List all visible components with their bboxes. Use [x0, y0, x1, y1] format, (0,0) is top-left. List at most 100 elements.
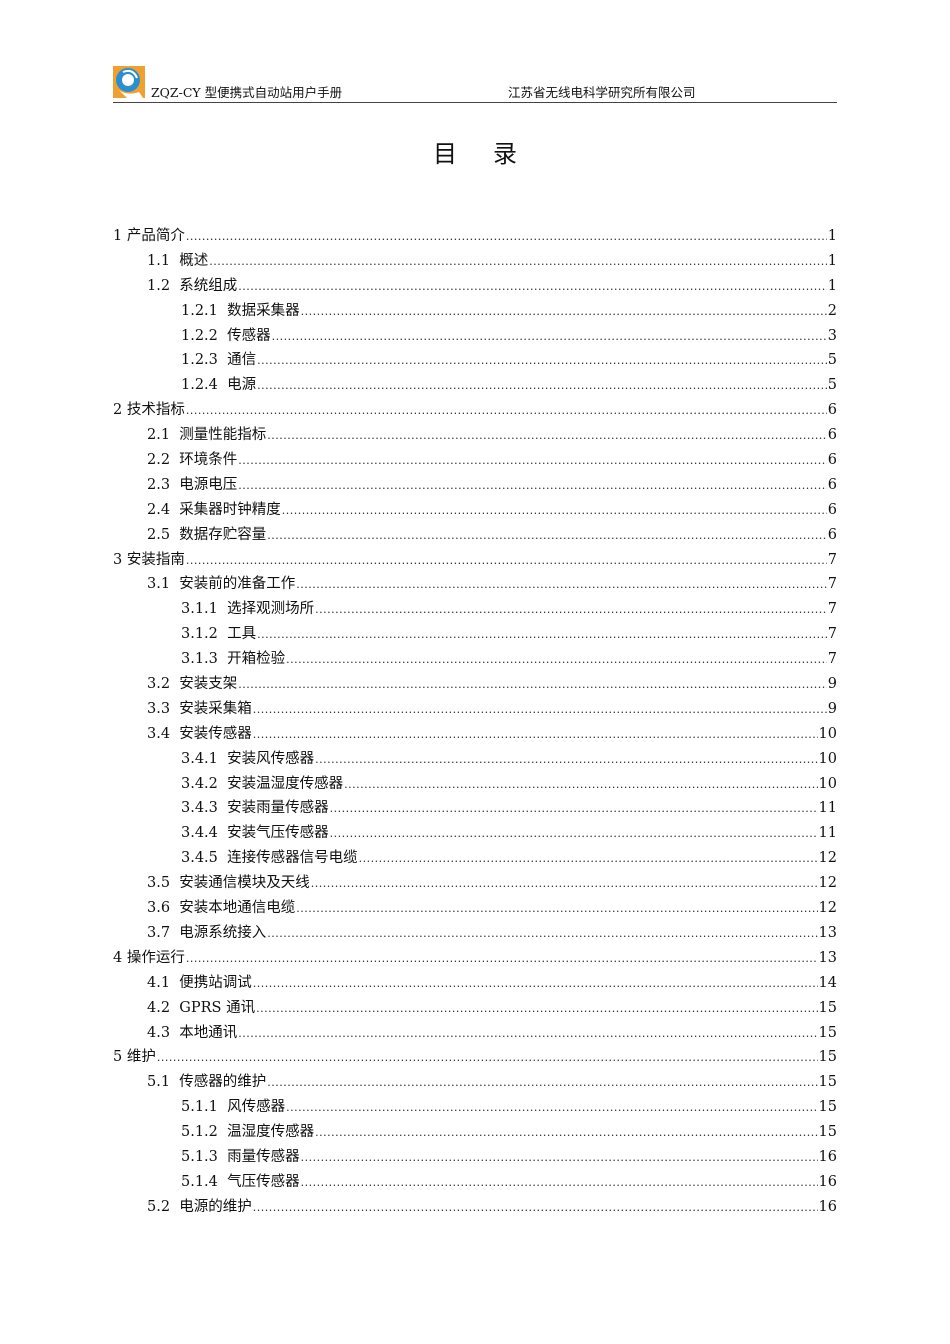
toc-entry-label: 安装指南 [126, 551, 185, 568]
toc-entry[interactable]: 3.4.3 安装雨量传感器 11 [113, 798, 837, 823]
toc-entry-page: 6 [827, 452, 837, 469]
toc-entry-number: 4 [113, 949, 123, 966]
toc-entry-spacer [170, 574, 179, 594]
toc-entry-number: 3.4.4 [181, 825, 218, 842]
toc-entry-number: 3.6 [147, 900, 171, 917]
toc-entry-page: 15 [818, 1049, 837, 1066]
toc-entry-spacer [170, 1072, 179, 1092]
toc-entry[interactable]: 1.2 系统组成 1 [113, 276, 837, 301]
toc-entry-number: 1.2 [147, 277, 171, 294]
toc-entry-number: 3.3 [147, 700, 171, 717]
toc-entry[interactable]: 2.5 数据存贮容量 6 [113, 525, 837, 550]
toc-entry-label: 本地通讯 [179, 1024, 238, 1041]
toc-entry-label: 电源系统接入 [179, 924, 267, 941]
toc-entry[interactable]: 3.4.1 安装风传感器 10 [113, 749, 837, 774]
toc-entry[interactable]: 5.2 电源的维护 16 [113, 1197, 837, 1222]
toc-entry-label: 温湿度传感器 [227, 1124, 315, 1141]
toc-entry[interactable]: 3.4.2 安装温湿度传感器 10 [113, 774, 837, 799]
toc-entry-spacer [218, 823, 227, 843]
toc-entry-page: 16 [818, 1173, 837, 1190]
toc-entry[interactable]: 3.4 安装传感器 10 [113, 724, 837, 749]
toc-entry-page: 10 [818, 775, 837, 792]
toc-entry[interactable]: 4.1 便携站调试 14 [113, 973, 837, 998]
toc-entry-number: 3.7 [147, 924, 171, 941]
toc-entry-page: 9 [827, 700, 837, 717]
toc-entry[interactable]: 5.1.4 气压传感器 16 [113, 1172, 837, 1197]
toc-entry-number: 5.2 [147, 1198, 171, 1215]
toc-entry[interactable]: 5.1 传感器的维护 15 [113, 1072, 837, 1097]
toc-entry[interactable]: 3 安装指南 7 [113, 550, 837, 575]
toc-entry[interactable]: 5.1.1 风传感器 15 [113, 1097, 837, 1122]
toc-entry[interactable]: 1.2.1 数据采集器 2 [113, 301, 837, 326]
toc-entry-label: 安装采集箱 [179, 700, 252, 717]
toc-entry-spacer [218, 749, 227, 769]
toc-dot-leader [315, 750, 817, 770]
toc-entry[interactable]: 5.1.3 雨量传感器 16 [113, 1147, 837, 1172]
toc-entry[interactable]: 1.2.4 电源 5 [113, 375, 837, 400]
toc-entry-spacer [218, 301, 227, 321]
toc-entry-number: 3.2 [147, 676, 171, 693]
toc-entry-label: 安装雨量传感器 [227, 800, 329, 817]
toc-entry-number: 2.1 [147, 427, 171, 444]
toc-entry-label: 安装通信模块及天线 [179, 875, 310, 892]
toc-dot-leader [315, 1123, 817, 1143]
toc-entry[interactable]: 4 操作运行 13 [113, 948, 837, 973]
toc-entry-spacer [170, 276, 179, 296]
toc-dot-leader [253, 974, 818, 994]
toc-dot-leader [253, 1198, 818, 1218]
toc-entry-page: 6 [827, 526, 837, 543]
toc-entry[interactable]: 3.3 安装采集箱 9 [113, 699, 837, 724]
toc-entry[interactable]: 3.1.1 选择观测场所 7 [113, 599, 837, 624]
toc-entry-spacer [218, 1122, 227, 1142]
toc-entry[interactable]: 3.4.5 连接传感器信号电缆 12 [113, 848, 837, 873]
toc-entry[interactable]: 1.2.3 通信 5 [113, 350, 837, 375]
toc-entry[interactable]: 1 产品简介1 [113, 226, 837, 251]
toc-entry[interactable]: 2.3 电源电压 6 [113, 475, 837, 500]
toc-entry[interactable]: 3.1.3 开箱检验 7 [113, 649, 837, 674]
toc-entry[interactable]: 3.4.4 安装气压传感器 11 [113, 823, 837, 848]
toc-entry-page: 15 [818, 1024, 837, 1041]
toc-entry[interactable]: 3.5 安装通信模块及天线 12 [113, 873, 837, 898]
toc-entry[interactable]: 3.1.2 工具 7 [113, 624, 837, 649]
toc-entry[interactable]: 2.2 环境条件 6 [113, 450, 837, 475]
table-of-contents: 1 产品简介11.1 概述11.2 系统组成11.2.1 数据采集器21.2.2… [113, 226, 837, 1222]
toc-dot-leader [286, 1098, 817, 1118]
toc-entry-label: 电源的维护 [179, 1198, 252, 1215]
toc-entry-page: 14 [818, 974, 837, 991]
toc-entry[interactable]: 1.2.2 传感器 3 [113, 326, 837, 351]
toc-entry-number: 5.1.2 [181, 1124, 218, 1141]
toc-entry-page: 7 [827, 626, 837, 643]
toc-entry-number: 5 [113, 1049, 123, 1066]
toc-entry[interactable]: 3.1 安装前的准备工作 7 [113, 574, 837, 599]
toc-entry[interactable]: 5 维护 15 [113, 1047, 837, 1072]
toc-entry[interactable]: 5.1.2 温湿度传感器 15 [113, 1122, 837, 1147]
toc-dot-leader [238, 1024, 817, 1044]
toc-entry[interactable]: 2.1 测量性能指标 6 [113, 425, 837, 450]
toc-entry[interactable]: 4.3 本地通讯 15 [113, 1023, 837, 1048]
toc-entry-spacer [218, 1147, 227, 1167]
toc-dot-leader [256, 999, 817, 1019]
toc-entry-page: 6 [827, 501, 837, 518]
toc-entry-page: 6 [827, 427, 837, 444]
toc-entry[interactable]: 2.4 采集器时钟精度 6 [113, 500, 837, 525]
toc-entry[interactable]: 1.1 概述 1 [113, 251, 837, 276]
toc-entry-number: 4.1 [147, 974, 171, 991]
toc-entry[interactable]: 3.7 电源系统接入 13 [113, 923, 837, 948]
toc-dot-leader [209, 252, 826, 272]
toc-entry-number: 5.1 [147, 1074, 171, 1091]
toc-entry-label: 系统组成 [179, 277, 238, 294]
toc-entry-number: 5.1.1 [181, 1099, 218, 1116]
toc-dot-leader [330, 824, 818, 844]
toc-entry[interactable]: 3.6 安装本地通信电缆 12 [113, 898, 837, 923]
toc-entry-label: 选择观测场所 [227, 601, 315, 618]
toc-entry-label: 气压传感器 [227, 1173, 300, 1190]
toc-dot-leader [359, 849, 818, 869]
toc-dot-leader [330, 799, 818, 819]
toc-entry-page: 16 [818, 1198, 837, 1215]
toc-entry-label: 电源电压 [179, 476, 238, 493]
toc-entry[interactable]: 4.2 GPRS 通讯 15 [113, 998, 837, 1023]
toc-entry[interactable]: 2 技术指标 6 [113, 400, 837, 425]
toc-entry[interactable]: 3.2 安装支架 9 [113, 674, 837, 699]
toc-entry-spacer [218, 1172, 227, 1192]
toc-dot-leader [186, 551, 827, 571]
